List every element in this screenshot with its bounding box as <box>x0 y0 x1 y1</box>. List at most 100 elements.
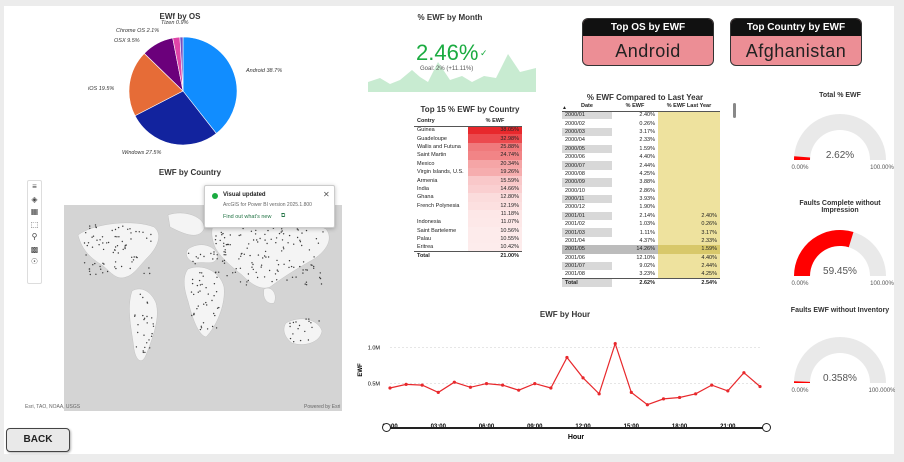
map-powered[interactable]: Powered by Esri <box>304 404 341 410</box>
map-point[interactable] <box>290 265 293 268</box>
hour-point[interactable] <box>742 371 746 375</box>
hour-line-chart[interactable]: 00:0003:0006:0009:0012:0015:0018:0021:00… <box>350 320 770 444</box>
hour-point[interactable] <box>468 385 473 389</box>
map-point[interactable] <box>308 320 310 322</box>
map-point[interactable] <box>288 234 291 237</box>
map-point[interactable] <box>143 334 145 336</box>
hour-point[interactable] <box>645 403 649 407</box>
map-point[interactable] <box>224 249 226 251</box>
map-point[interactable] <box>306 269 308 271</box>
map-point[interactable] <box>282 246 285 248</box>
map-point[interactable] <box>211 299 213 302</box>
map-point[interactable] <box>114 228 117 231</box>
map-point[interactable] <box>88 268 91 270</box>
map-point[interactable] <box>278 232 281 235</box>
table-row[interactable]: 2000/04 2.33% <box>562 136 720 145</box>
map-point[interactable] <box>134 314 136 316</box>
map-point[interactable] <box>206 304 208 306</box>
map-point[interactable] <box>215 235 217 237</box>
map-point[interactable] <box>87 242 90 244</box>
map-point[interactable] <box>271 280 273 283</box>
table-row[interactable]: 2001/01 2.14% 2.40% <box>562 211 720 221</box>
map-point[interactable] <box>225 254 227 256</box>
map-point[interactable] <box>191 282 194 285</box>
map-point[interactable] <box>146 322 148 324</box>
map-point[interactable] <box>216 276 218 278</box>
map-point[interactable] <box>248 243 250 245</box>
map-point[interactable] <box>304 330 306 333</box>
map-point[interactable] <box>295 321 297 323</box>
pie-slice[interactable] <box>179 36 184 92</box>
map-point[interactable] <box>240 234 242 236</box>
map-point[interactable] <box>94 224 97 226</box>
hour-point[interactable] <box>710 383 714 387</box>
table-row[interactable]: 2000/03 3.17% <box>562 127 720 137</box>
map-point[interactable] <box>83 262 86 264</box>
table-row[interactable]: Indonesia 11.07% <box>414 218 522 227</box>
map-point[interactable] <box>144 346 146 349</box>
map-point[interactable] <box>197 291 199 293</box>
pie-slice[interactable] <box>134 90 217 146</box>
analytics-icon[interactable]: ▩ <box>30 244 39 254</box>
table-row[interactable]: Ghana 12.80% <box>414 193 522 202</box>
map-point[interactable] <box>310 264 312 266</box>
map-point[interactable] <box>203 303 205 305</box>
map-point[interactable] <box>88 270 91 272</box>
map-point[interactable] <box>213 312 215 315</box>
map-point[interactable] <box>250 230 253 232</box>
table-row[interactable]: 2000/09 3.88% <box>562 178 720 187</box>
map-point[interactable] <box>106 242 108 244</box>
map-point[interactable] <box>281 239 284 241</box>
map-point[interactable] <box>239 281 242 283</box>
map-point[interactable] <box>98 244 100 246</box>
map-point[interactable] <box>293 266 295 268</box>
map-point[interactable] <box>100 268 102 270</box>
map-point[interactable] <box>103 263 105 265</box>
hour-point[interactable] <box>533 382 537 386</box>
hour-point[interactable] <box>452 380 456 384</box>
col-yoy-ewf[interactable]: % EWF <box>612 102 658 112</box>
map-point[interactable] <box>240 255 242 257</box>
map-point[interactable] <box>212 258 214 260</box>
map-point[interactable] <box>196 308 198 310</box>
table-row[interactable]: Virgin Islands, U.S. 19.26% <box>414 167 522 177</box>
map-point[interactable] <box>114 266 116 268</box>
map-point[interactable] <box>216 307 219 309</box>
map-point[interactable] <box>213 251 215 253</box>
map-point[interactable] <box>221 260 224 262</box>
map-point[interactable] <box>243 253 245 255</box>
map-point[interactable] <box>193 312 195 315</box>
map-point[interactable] <box>190 291 193 293</box>
table-row[interactable]: 2000/11 3.93% <box>562 194 720 204</box>
map-point[interactable] <box>270 238 272 240</box>
map-point[interactable] <box>215 291 218 293</box>
map-point[interactable] <box>129 228 131 230</box>
map-point[interactable] <box>257 241 259 243</box>
map-point[interactable] <box>89 273 91 276</box>
map-point[interactable] <box>142 314 144 317</box>
map-point[interactable] <box>107 241 110 244</box>
map-point[interactable] <box>238 258 240 260</box>
map-point[interactable] <box>148 267 150 269</box>
map-point[interactable] <box>247 273 250 275</box>
map-point[interactable] <box>219 239 221 242</box>
map-point[interactable] <box>225 244 228 246</box>
map-point[interactable] <box>310 322 312 324</box>
map-point[interactable] <box>281 230 283 232</box>
map-point[interactable] <box>124 246 126 248</box>
yoy-scrollbar[interactable] <box>733 103 736 118</box>
map-point[interactable] <box>289 322 291 324</box>
table-row[interactable]: Guadeloupe 32.98% <box>414 134 522 143</box>
map-point[interactable] <box>196 284 199 287</box>
map-point[interactable] <box>277 270 279 272</box>
table-row[interactable]: 2000/10 2.86% <box>562 186 720 195</box>
map-point[interactable] <box>86 244 88 247</box>
table-row[interactable]: 2000/07 2.44% <box>562 161 720 170</box>
map-point[interactable] <box>114 235 116 238</box>
map-point[interactable] <box>139 293 141 295</box>
hour-slider-end[interactable] <box>762 423 771 432</box>
map-point[interactable] <box>89 227 91 230</box>
layers-icon[interactable]: ◈ <box>31 194 38 204</box>
map-point[interactable] <box>91 246 94 248</box>
map-point[interactable] <box>121 240 123 243</box>
